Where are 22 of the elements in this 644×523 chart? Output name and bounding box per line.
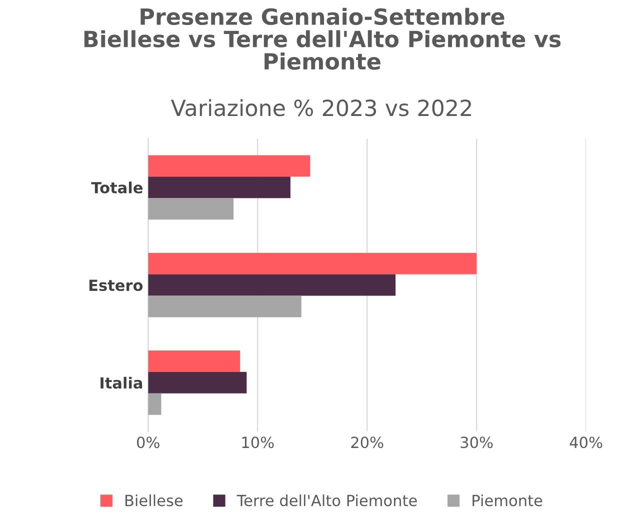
bar	[148, 176, 290, 198]
bar	[148, 252, 477, 274]
bar	[148, 372, 247, 394]
bar	[148, 296, 302, 318]
x-tick-label: 10%	[242, 436, 274, 448]
bar	[148, 155, 310, 177]
x-tick-label: 20%	[351, 436, 384, 448]
bar	[148, 393, 162, 415]
legend-label: Terre dell'Alto Piemonte	[236, 494, 417, 506]
x-tick-label: 30%	[460, 436, 493, 448]
legend-label: Biellese	[125, 494, 183, 506]
y-tick-label: Estero	[89, 280, 143, 292]
bar	[148, 198, 234, 220]
chart-title: Presenze Gennaio-Settembre Biellese vs Terre dell'Alto Piemonte vs Piemonte	[84, 8, 561, 70]
x-tick-label: 40%	[570, 436, 602, 448]
y-tick-label: Italia	[100, 376, 142, 389]
bar	[148, 350, 240, 372]
bar	[148, 274, 396, 296]
x-tick-label: 0%	[137, 436, 160, 448]
legend-label: Piemonte	[472, 494, 542, 506]
chart-subtitle: Variazione % 2023 vs 2022	[170, 99, 471, 116]
y-tick-label: Totale	[91, 182, 143, 194]
